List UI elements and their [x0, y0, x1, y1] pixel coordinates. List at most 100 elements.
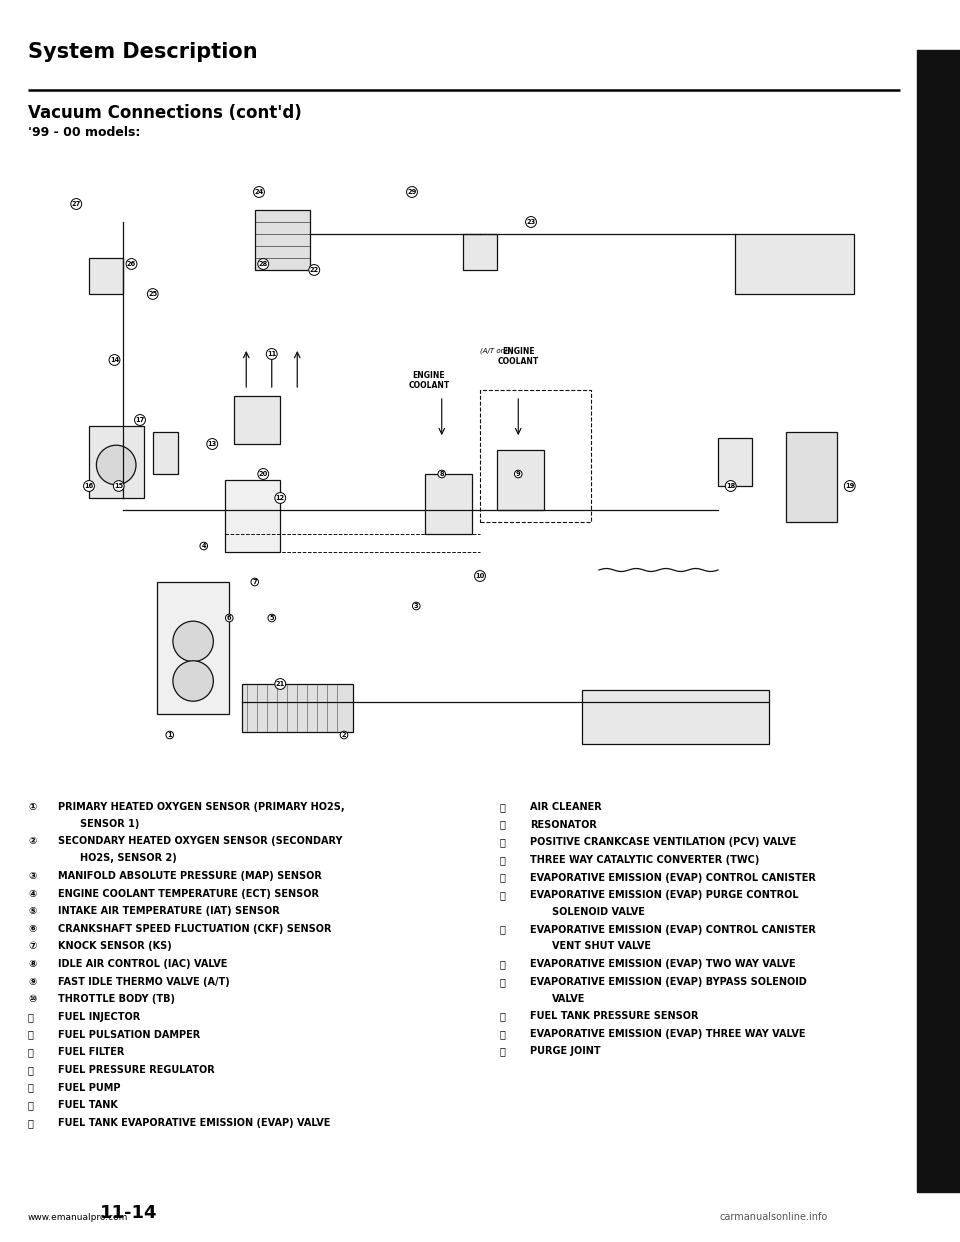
Bar: [55, 161, 905, 763]
Text: carmanualsonline.info: carmanualsonline.info: [720, 1212, 828, 1222]
Text: Vacuum Connections (cont'd): Vacuum Connections (cont'd): [28, 104, 301, 122]
Text: 22: 22: [310, 267, 319, 273]
Text: 12: 12: [276, 496, 285, 501]
Text: 19: 19: [845, 483, 854, 489]
Text: FAST IDLE THERMO VALVE (A/T): FAST IDLE THERMO VALVE (A/T): [58, 976, 229, 986]
Text: ④: ④: [28, 888, 36, 898]
Text: MANIFOLD ABSOLUTE PRESSURE (MAP) SENSOR: MANIFOLD ABSOLUTE PRESSURE (MAP) SENSOR: [58, 871, 322, 881]
Text: THROTTLE BODY (TB): THROTTLE BODY (TB): [58, 995, 175, 1005]
Text: KNOCK SENSOR (KS): KNOCK SENSOR (KS): [58, 941, 172, 951]
Text: ⑼: ⑼: [500, 1047, 506, 1057]
Text: VALVE: VALVE: [552, 994, 586, 1004]
Text: EVAPORATIVE EMISSION (EVAP) TWO WAY VALVE: EVAPORATIVE EMISSION (EVAP) TWO WAY VALV…: [530, 959, 796, 969]
Text: POSITIVE CRANKCASE VENTILATION (PCV) VALVE: POSITIVE CRANKCASE VENTILATION (PCV) VAL…: [530, 837, 796, 847]
Text: EVAPORATIVE EMISSION (EVAP) CONTROL CANISTER: EVAPORATIVE EMISSION (EVAP) CONTROL CANI…: [530, 924, 816, 935]
Text: EVAPORATIVE EMISSION (EVAP) THREE WAY VALVE: EVAPORATIVE EMISSION (EVAP) THREE WAY VA…: [530, 1028, 805, 1038]
Bar: [89, 426, 144, 498]
Text: 16: 16: [84, 483, 94, 489]
Text: 11: 11: [267, 351, 276, 356]
Circle shape: [173, 621, 213, 662]
Text: ⑭: ⑭: [28, 1064, 34, 1074]
Text: ENGINE COOLANT TEMPERATURE (ECT) SENSOR: ENGINE COOLANT TEMPERATURE (ECT) SENSOR: [58, 888, 319, 898]
Bar: [463, 233, 497, 270]
Text: RESONATOR: RESONATOR: [530, 820, 597, 830]
Text: 24: 24: [254, 189, 264, 195]
Text: ②: ②: [28, 836, 36, 847]
Text: PRIMARY HEATED OXYGEN SENSOR (PRIMARY HO2S,: PRIMARY HEATED OXYGEN SENSOR (PRIMARY HO…: [58, 802, 345, 812]
Bar: [582, 691, 769, 744]
Text: THREE WAY CATALYTIC CONVERTER (TWC): THREE WAY CATALYTIC CONVERTER (TWC): [530, 854, 759, 864]
Text: System Description: System Description: [28, 42, 257, 62]
Text: 4: 4: [202, 543, 206, 549]
Text: FUEL PRESSURE REGULATOR: FUEL PRESSURE REGULATOR: [58, 1064, 215, 1074]
Text: (A/T only): (A/T only): [480, 348, 514, 354]
Bar: [735, 233, 854, 294]
Text: FUEL TANK: FUEL TANK: [58, 1100, 118, 1110]
Text: 9: 9: [516, 471, 520, 477]
Text: 21: 21: [276, 681, 285, 687]
Text: 13: 13: [207, 441, 217, 447]
Bar: [786, 432, 837, 522]
Text: EVAPORATIVE EMISSION (EVAP) PURGE CONTROL: EVAPORATIVE EMISSION (EVAP) PURGE CONTRO…: [530, 891, 799, 900]
Text: 26: 26: [127, 261, 136, 267]
Text: 25: 25: [148, 291, 157, 297]
Text: INTAKE AIR TEMPERATURE (IAT) SENSOR: INTAKE AIR TEMPERATURE (IAT) SENSOR: [58, 907, 279, 917]
Text: 14: 14: [109, 356, 119, 363]
Text: PURGE JOINT: PURGE JOINT: [530, 1047, 601, 1057]
Text: 5: 5: [270, 615, 274, 621]
Bar: [242, 684, 352, 732]
Text: ⑸: ⑸: [500, 959, 506, 969]
Text: FUEL INJECTOR: FUEL INJECTOR: [58, 1012, 140, 1022]
Text: ⑨: ⑨: [28, 976, 36, 986]
Text: 11-14: 11-14: [100, 1203, 157, 1222]
Text: 1: 1: [167, 732, 172, 738]
Text: ⑤: ⑤: [28, 907, 36, 917]
Text: '99 - 00 models:: '99 - 00 models:: [28, 125, 140, 139]
Bar: [254, 210, 310, 270]
Text: FUEL TANK PRESSURE SENSOR: FUEL TANK PRESSURE SENSOR: [530, 1011, 699, 1021]
Text: 2: 2: [342, 732, 347, 738]
Text: IDLE AIR CONTROL (IAC) VALVE: IDLE AIR CONTROL (IAC) VALVE: [58, 959, 228, 969]
Text: ⑯: ⑯: [28, 1100, 34, 1110]
Text: ⑳: ⑳: [500, 837, 506, 847]
Text: AIR CLEANER: AIR CLEANER: [530, 802, 602, 812]
Circle shape: [173, 661, 213, 702]
Text: 6: 6: [227, 615, 231, 621]
Text: SOLENOID VALVE: SOLENOID VALVE: [552, 907, 645, 917]
Bar: [225, 479, 280, 551]
Text: 27: 27: [72, 201, 81, 207]
Text: 23: 23: [526, 219, 536, 225]
Text: FUEL PULSATION DAMPER: FUEL PULSATION DAMPER: [58, 1030, 201, 1040]
Circle shape: [96, 445, 136, 484]
Text: ⑴: ⑴: [500, 854, 506, 864]
Text: 17: 17: [135, 417, 145, 424]
Bar: [153, 432, 179, 474]
Text: ⑥: ⑥: [28, 924, 36, 934]
Text: 15: 15: [114, 483, 123, 489]
Text: ⑮: ⑮: [28, 1083, 34, 1093]
Text: ⑫: ⑫: [28, 1030, 34, 1040]
Bar: [89, 258, 123, 294]
Text: EVAPORATIVE EMISSION (EVAP) BYPASS SOLENOID: EVAPORATIVE EMISSION (EVAP) BYPASS SOLEN…: [530, 976, 806, 986]
Text: SECONDARY HEATED OXYGEN SENSOR (SECONDARY: SECONDARY HEATED OXYGEN SENSOR (SECONDAR…: [58, 836, 343, 847]
Text: VENT SHUT VALVE: VENT SHUT VALVE: [552, 941, 651, 951]
Bar: [497, 450, 543, 510]
Text: FUEL FILTER: FUEL FILTER: [58, 1047, 125, 1057]
Text: ENGINE
COOLANT: ENGINE COOLANT: [497, 347, 539, 366]
Text: 7: 7: [252, 579, 257, 585]
Text: ③: ③: [28, 871, 36, 881]
Text: FUEL PUMP: FUEL PUMP: [58, 1083, 121, 1093]
Bar: [718, 438, 752, 486]
Text: ⑩: ⑩: [28, 995, 36, 1005]
Text: 10: 10: [475, 573, 485, 579]
Text: 8: 8: [440, 471, 444, 477]
Text: ⑶: ⑶: [500, 891, 506, 900]
Text: 18: 18: [726, 483, 735, 489]
Text: ①: ①: [28, 802, 36, 812]
Bar: [157, 582, 229, 714]
Bar: [233, 396, 280, 443]
Text: HO2S, SENSOR 2): HO2S, SENSOR 2): [80, 853, 177, 863]
Text: 3: 3: [414, 604, 419, 609]
Text: FUEL TANK EVAPORATIVE EMISSION (EVAP) VALVE: FUEL TANK EVAPORATIVE EMISSION (EVAP) VA…: [58, 1118, 330, 1128]
Text: ENGINE
COOLANT: ENGINE COOLANT: [408, 370, 449, 390]
